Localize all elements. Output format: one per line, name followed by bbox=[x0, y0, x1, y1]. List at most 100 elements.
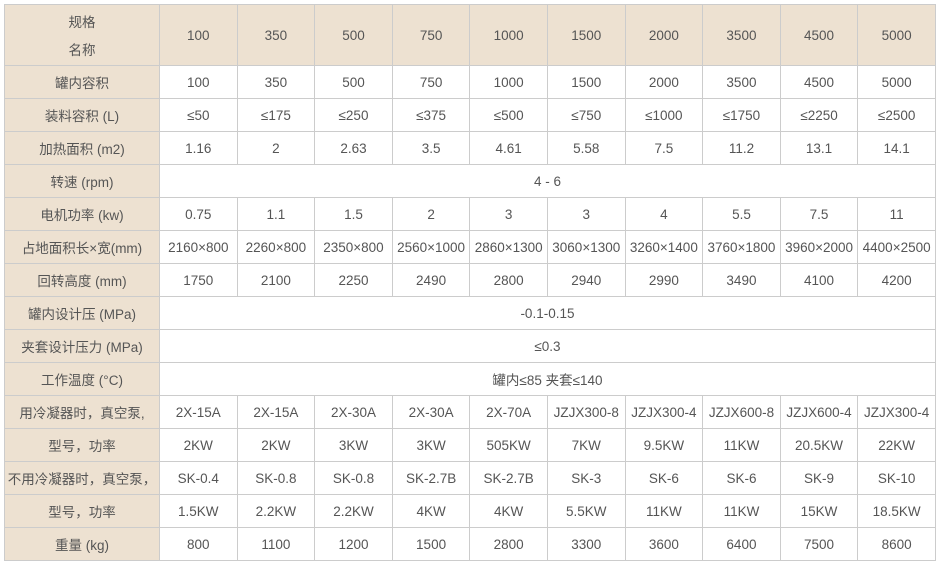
row-header-8: 夹套设计压力 (MPa) bbox=[5, 330, 160, 363]
col-header-7: 3500 bbox=[703, 5, 781, 66]
cell-1-6: ≤1000 bbox=[625, 99, 703, 132]
row-header-0: 罐内容积 bbox=[5, 66, 160, 99]
cell-14-9: 8600 bbox=[858, 528, 936, 561]
cell-5-7: 3760×1800 bbox=[703, 231, 781, 264]
cell-2-7: 11.2 bbox=[703, 132, 781, 165]
row-header-14: 重量 (kg) bbox=[5, 528, 160, 561]
row-9-span: 罐内≤85 夹套≤140 bbox=[160, 363, 936, 396]
row-header-12: 不用冷凝器时，真空泵， bbox=[5, 462, 160, 495]
corner-line1: 规格 bbox=[7, 11, 157, 39]
cell-2-0: 1.16 bbox=[160, 132, 238, 165]
row-header-7: 罐内设计压 (MPa) bbox=[5, 297, 160, 330]
spec-table: 规格 名称 1003505007501000150020003500450050… bbox=[4, 4, 936, 561]
cell-6-9: 4200 bbox=[858, 264, 936, 297]
row-header-13: 型号，功率 bbox=[5, 495, 160, 528]
cell-10-7: JZJX600-8 bbox=[703, 396, 781, 429]
col-header-5: 1500 bbox=[547, 5, 625, 66]
cell-11-9: 22KW bbox=[858, 429, 936, 462]
cell-14-8: 7500 bbox=[780, 528, 858, 561]
cell-1-4: ≤500 bbox=[470, 99, 548, 132]
cell-14-2: 1200 bbox=[315, 528, 393, 561]
cell-4-0: 0.75 bbox=[160, 198, 238, 231]
cell-12-2: SK-0.8 bbox=[315, 462, 393, 495]
cell-12-1: SK-0.8 bbox=[237, 462, 315, 495]
cell-2-4: 4.61 bbox=[470, 132, 548, 165]
cell-11-0: 2KW bbox=[160, 429, 238, 462]
row-header-2: 加热面积 (m2) bbox=[5, 132, 160, 165]
cell-1-8: ≤2250 bbox=[780, 99, 858, 132]
cell-14-6: 3600 bbox=[625, 528, 703, 561]
cell-13-9: 18.5KW bbox=[858, 495, 936, 528]
cell-13-3: 4KW bbox=[392, 495, 470, 528]
corner-line2: 名称 bbox=[7, 39, 157, 59]
cell-4-1: 1.1 bbox=[237, 198, 315, 231]
cell-4-8: 7.5 bbox=[780, 198, 858, 231]
row-header-4: 电机功率 (kw) bbox=[5, 198, 160, 231]
cell-0-3: 750 bbox=[392, 66, 470, 99]
cell-2-3: 3.5 bbox=[392, 132, 470, 165]
cell-6-4: 2800 bbox=[470, 264, 548, 297]
cell-6-1: 2100 bbox=[237, 264, 315, 297]
cell-5-3: 2560×1000 bbox=[392, 231, 470, 264]
col-header-8: 4500 bbox=[780, 5, 858, 66]
cell-11-1: 2KW bbox=[237, 429, 315, 462]
cell-10-1: 2X-15A bbox=[237, 396, 315, 429]
cell-12-5: SK-3 bbox=[547, 462, 625, 495]
cell-0-2: 500 bbox=[315, 66, 393, 99]
cell-5-4: 2860×1300 bbox=[470, 231, 548, 264]
cell-13-4: 4KW bbox=[470, 495, 548, 528]
cell-13-6: 11KW bbox=[625, 495, 703, 528]
cell-11-6: 9.5KW bbox=[625, 429, 703, 462]
row-header-6: 回转高度 (mm) bbox=[5, 264, 160, 297]
cell-2-6: 7.5 bbox=[625, 132, 703, 165]
row-header-5: 占地面积长×宽(mm) bbox=[5, 231, 160, 264]
cell-10-6: JZJX300-4 bbox=[625, 396, 703, 429]
cell-12-9: SK-10 bbox=[858, 462, 936, 495]
cell-5-8: 3960×2000 bbox=[780, 231, 858, 264]
cell-14-1: 1100 bbox=[237, 528, 315, 561]
row-header-3: 转速 (rpm) bbox=[5, 165, 160, 198]
cell-4-2: 1.5 bbox=[315, 198, 393, 231]
cell-0-0: 100 bbox=[160, 66, 238, 99]
cell-1-0: ≤50 bbox=[160, 99, 238, 132]
cell-0-9: 5000 bbox=[858, 66, 936, 99]
cell-11-4: 505KW bbox=[470, 429, 548, 462]
cell-12-3: SK-2.7B bbox=[392, 462, 470, 495]
cell-13-7: 11KW bbox=[703, 495, 781, 528]
cell-1-7: ≤1750 bbox=[703, 99, 781, 132]
cell-2-8: 13.1 bbox=[780, 132, 858, 165]
cell-5-6: 3260×1400 bbox=[625, 231, 703, 264]
cell-5-5: 3060×1300 bbox=[547, 231, 625, 264]
cell-10-8: JZJX600-4 bbox=[780, 396, 858, 429]
row-header-10: 用冷凝器时，真空泵, bbox=[5, 396, 160, 429]
cell-14-3: 1500 bbox=[392, 528, 470, 561]
cell-13-5: 5.5KW bbox=[547, 495, 625, 528]
col-header-6: 2000 bbox=[625, 5, 703, 66]
cell-10-9: JZJX300-4 bbox=[858, 396, 936, 429]
cell-0-1: 350 bbox=[237, 66, 315, 99]
row-8-span: ≤0.3 bbox=[160, 330, 936, 363]
cell-4-6: 4 bbox=[625, 198, 703, 231]
cell-10-4: 2X-70A bbox=[470, 396, 548, 429]
cell-14-7: 6400 bbox=[703, 528, 781, 561]
cell-2-2: 2.63 bbox=[315, 132, 393, 165]
cell-6-8: 4100 bbox=[780, 264, 858, 297]
cell-12-0: SK-0.4 bbox=[160, 462, 238, 495]
row-header-1: 装料容积 (L) bbox=[5, 99, 160, 132]
cell-0-5: 1500 bbox=[547, 66, 625, 99]
cell-6-6: 2990 bbox=[625, 264, 703, 297]
cell-1-2: ≤250 bbox=[315, 99, 393, 132]
cell-10-2: 2X-30A bbox=[315, 396, 393, 429]
col-header-4: 1000 bbox=[470, 5, 548, 66]
cell-6-7: 3490 bbox=[703, 264, 781, 297]
corner-header: 规格 名称 bbox=[5, 5, 160, 66]
row-header-11: 型号，功率 bbox=[5, 429, 160, 462]
cell-10-0: 2X-15A bbox=[160, 396, 238, 429]
cell-10-5: JZJX300-8 bbox=[547, 396, 625, 429]
cell-11-2: 3KW bbox=[315, 429, 393, 462]
cell-2-9: 14.1 bbox=[858, 132, 936, 165]
cell-13-8: 15KW bbox=[780, 495, 858, 528]
cell-13-2: 2.2KW bbox=[315, 495, 393, 528]
cell-11-3: 3KW bbox=[392, 429, 470, 462]
cell-1-9: ≤2500 bbox=[858, 99, 936, 132]
